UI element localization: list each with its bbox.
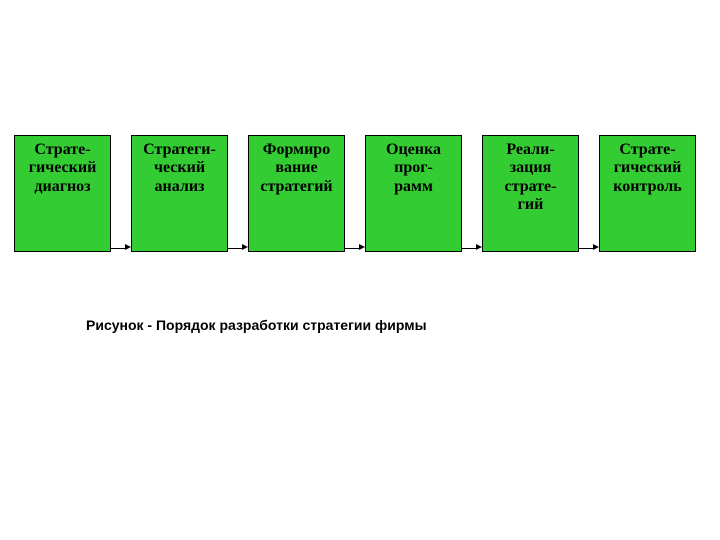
- flow-node-6-label: Страте-гическийконтроль: [613, 141, 681, 195]
- figure-caption-text: Рисунок - Порядок разработки стратегии ф…: [86, 317, 427, 333]
- flow-node-4: Оценкапрог-рамм: [365, 135, 462, 252]
- flow-node-5-label: Реали-зациястрате-гий: [505, 141, 557, 213]
- flow-node-1: Страте-гическийдиагноз: [14, 135, 111, 252]
- flow-node-3-label: Формированиестратегий: [260, 141, 332, 195]
- flow-node-1-label: Страте-гическийдиагноз: [29, 141, 97, 195]
- flow-node-4-label: Оценкапрог-рамм: [386, 141, 441, 195]
- flow-node-5: Реали-зациястрате-гий: [482, 135, 579, 252]
- flow-node-3: Формированиестратегий: [248, 135, 345, 252]
- flow-node-2: Стратеги-ческийанализ: [131, 135, 228, 252]
- diagram-canvas: { "diagram": { "type": "flowchart", "bac…: [0, 0, 720, 540]
- flow-node-6: Страте-гическийконтроль: [599, 135, 696, 252]
- flow-node-2-label: Стратеги-ческийанализ: [143, 141, 216, 195]
- figure-caption: Рисунок - Порядок разработки стратегии ф…: [86, 317, 427, 333]
